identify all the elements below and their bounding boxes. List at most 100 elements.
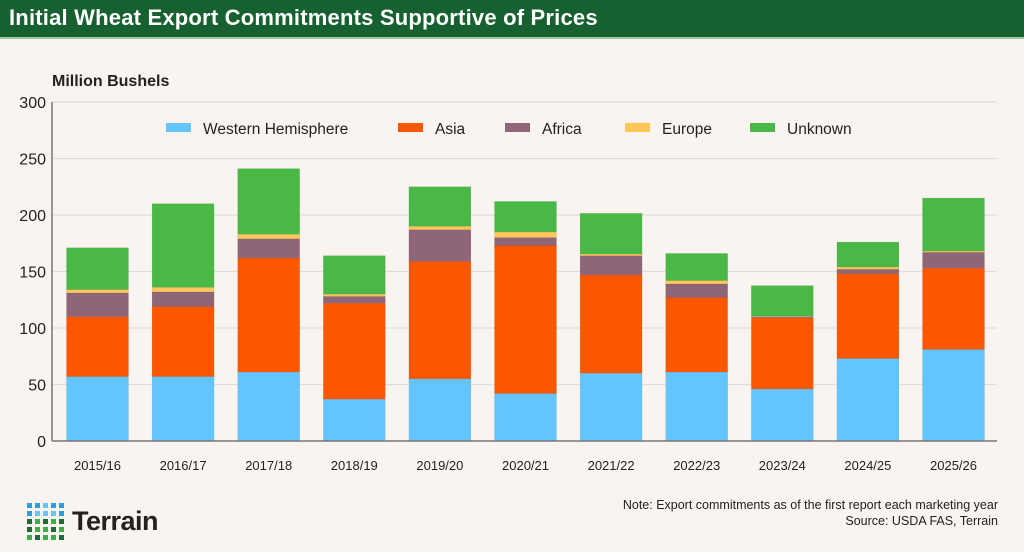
bar-segment-africa [494, 237, 557, 246]
bar-segment-western-hemisphere [922, 349, 985, 442]
y-tick-label: 250 [19, 152, 46, 169]
x-tick-label: 2016/17 [160, 458, 207, 473]
logo-dot [51, 535, 56, 540]
logo-dot [35, 535, 40, 540]
logo-dot [59, 535, 64, 540]
bar-segment-europe [66, 289, 129, 294]
x-tick-label: 2023/24 [759, 458, 806, 473]
bar-segment-europe [836, 266, 900, 270]
chart-notes: Note: Export commitments as of the first… [623, 497, 998, 529]
bar-segment-europe [322, 293, 386, 297]
bar-segment-western-hemisphere [836, 358, 900, 442]
x-tick-label: 2024/25 [844, 458, 891, 473]
bar-segment-western-hemisphere [237, 371, 300, 442]
logo-dot [43, 527, 48, 532]
note-text: Note: Export commitments as of the first… [622, 498, 998, 512]
bar-segment-africa [237, 238, 300, 259]
legend-label: Western Hemisphere [203, 121, 348, 138]
logo-dot [27, 527, 32, 532]
x-tick-label: 2022/23 [673, 458, 720, 473]
x-tick-label: 2020/21 [502, 458, 549, 473]
bar-segment-asia [151, 306, 215, 377]
chart-title: Initial Wheat Export Commitments Support… [9, 5, 598, 30]
bar-segment-africa [665, 283, 729, 298]
logo-dot [51, 511, 56, 516]
bar-segment-africa [66, 292, 129, 318]
bar-segment-western-hemisphere [66, 376, 129, 442]
x-tick-label: 2015/16 [74, 458, 121, 473]
bar-segment-africa [922, 251, 985, 269]
logo-dot [59, 519, 64, 524]
x-tick-label: 2018/19 [331, 458, 378, 473]
legend: Western Hemisphere Asia Africa Europe Unknow… [166, 121, 852, 138]
bar-segment-europe [408, 226, 472, 230]
legend-swatch [625, 123, 650, 132]
bar-segment-asia [66, 316, 129, 377]
bar-segment-unknown [579, 213, 643, 255]
x-tick-label: 2019/20 [416, 458, 463, 473]
bar-segment-western-hemisphere [408, 378, 472, 442]
logo-dot [35, 519, 40, 524]
bar-segment-europe [237, 233, 300, 240]
bar-segment-europe [665, 280, 729, 285]
bar-segment-unknown [836, 241, 900, 268]
legend-label: Unknown [787, 121, 852, 138]
logo-dot [27, 535, 32, 540]
logo-text: Terrain [72, 506, 159, 536]
bar-segment-asia [408, 261, 472, 380]
bar-segment-asia [322, 302, 386, 400]
logo-dot [35, 503, 40, 508]
logo-dot [51, 527, 56, 532]
source-text: Source: USDA FAS, Terrain [845, 514, 998, 528]
y-tick-label: 200 [19, 208, 46, 225]
legend-label: Asia [435, 121, 466, 138]
logo-dot [43, 503, 48, 508]
bar-segment-unknown [151, 203, 215, 288]
legend-swatch [505, 123, 530, 132]
title-bar: Initial Wheat Export Commitments Support… [0, 0, 1024, 39]
logo-mark-icon [27, 503, 64, 540]
legend-label: Europe [662, 121, 712, 138]
bar-segment-africa [408, 229, 472, 262]
logo-dot [27, 511, 32, 516]
logo-dot [27, 519, 32, 524]
bar-segment-africa [836, 268, 900, 275]
bar-segment-asia [579, 274, 643, 374]
x-tick-label: 2025/26 [930, 458, 977, 473]
legend-swatch [398, 123, 423, 132]
bar-segment-unknown [922, 197, 985, 252]
logo-dot [59, 527, 64, 532]
logo-dot [51, 503, 56, 508]
bar-segment-unknown [494, 201, 557, 233]
bar-segment-unknown [408, 186, 472, 227]
bar-segment-africa [151, 291, 215, 307]
logo-dot [35, 511, 40, 516]
bar-segment-africa [322, 296, 386, 304]
terrain-logo: Terrain [27, 503, 159, 540]
legend-label: Africa [542, 121, 582, 138]
bar-segment-western-hemisphere [322, 398, 386, 442]
x-tick-label: 2021/22 [588, 458, 635, 473]
logo-dot [43, 535, 48, 540]
bar-segment-asia [237, 257, 300, 373]
bar-segment-western-hemisphere [750, 388, 814, 442]
y-tick-label: 300 [19, 95, 46, 112]
y-tick-label: 0 [37, 434, 46, 451]
bar-segment-unknown [750, 285, 814, 317]
bar-segment-europe [494, 231, 557, 238]
bar-segment-unknown [665, 253, 729, 281]
y-axis-label: Million Bushels [52, 73, 169, 90]
bar-segment-africa [579, 255, 643, 276]
bar-segment-unknown [66, 247, 129, 290]
bar-segment-western-hemisphere [579, 372, 643, 442]
bar-segment-asia [836, 273, 900, 359]
y-tick-label: 100 [19, 321, 46, 338]
bar-segment-europe [151, 287, 215, 293]
logo-dot [59, 503, 64, 508]
logo-dot [59, 511, 64, 516]
bar-segment-western-hemisphere [665, 371, 729, 442]
bar-segment-unknown [237, 168, 300, 235]
logo-dot [51, 519, 56, 524]
logo-dot [27, 503, 32, 508]
